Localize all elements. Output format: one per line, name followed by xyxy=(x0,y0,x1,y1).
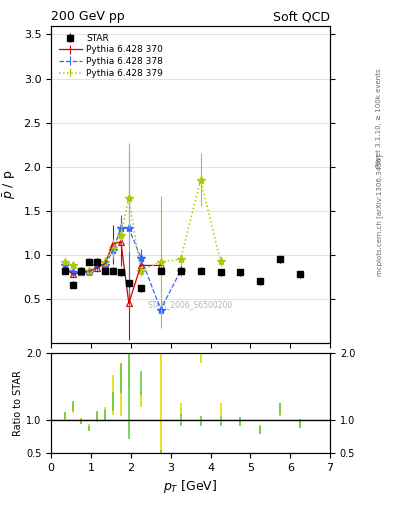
Y-axis label: $\bar{p}$ / p: $\bar{p}$ / p xyxy=(2,169,18,199)
Legend: STAR, Pythia 6.428 370, Pythia 6.428 378, Pythia 6.428 379: STAR, Pythia 6.428 370, Pythia 6.428 378… xyxy=(55,30,167,81)
Text: mcplots.cern.ch [arXiv:1306.3436]: mcplots.cern.ch [arXiv:1306.3436] xyxy=(376,154,383,276)
Y-axis label: Ratio to STAR: Ratio to STAR xyxy=(13,370,23,436)
Text: Soft QCD: Soft QCD xyxy=(273,10,330,23)
Text: 200 GeV pp: 200 GeV pp xyxy=(51,10,125,23)
X-axis label: $p_T$ [GeV]: $p_T$ [GeV] xyxy=(163,478,218,496)
Text: STAR_2006_S6500200: STAR_2006_S6500200 xyxy=(148,301,233,309)
Text: Rivet 3.1.10, ≥ 100k events: Rivet 3.1.10, ≥ 100k events xyxy=(376,69,382,167)
